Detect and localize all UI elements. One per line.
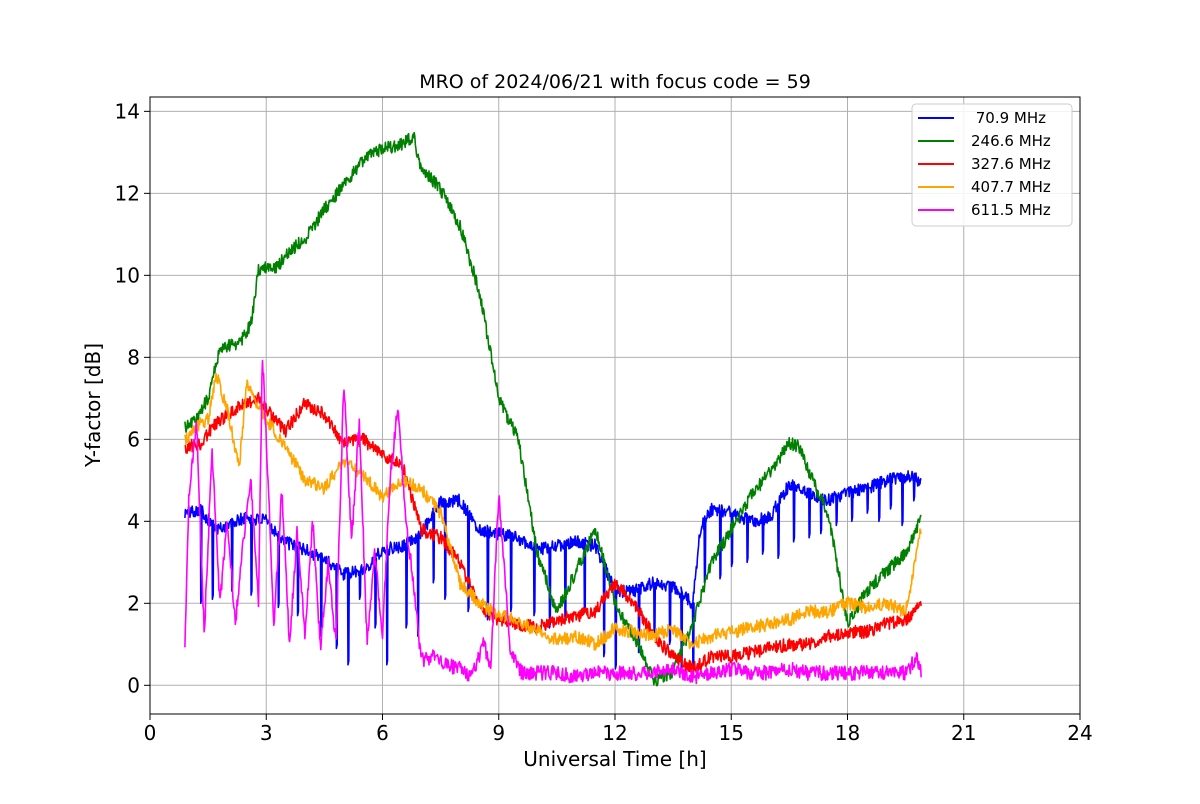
y-tick-label: 12 (115, 181, 140, 205)
series-line (184, 470, 922, 670)
y-tick-label: 6 (127, 427, 140, 451)
plot-frame (149, 96, 1081, 715)
plot-area (184, 131, 922, 687)
series-line (184, 359, 922, 685)
x-tick-label: 3 (260, 721, 273, 745)
series-line (184, 131, 922, 687)
x-tick-label: 21 (951, 721, 976, 745)
legend-label: 246.6 MHz (971, 132, 1051, 150)
y-tick-label: 10 (115, 263, 140, 287)
x-axis-label: Universal Time [h] (523, 747, 706, 771)
x-tick-label: 15 (719, 721, 744, 745)
x-tick-label: 24 (1067, 721, 1092, 745)
legend-label: 611.5 MHz (971, 201, 1051, 219)
legend-label: 327.6 MHz (971, 155, 1051, 173)
y-tick-label: 4 (127, 509, 140, 533)
y-axis-label: Y-factor [dB] (81, 343, 105, 468)
legend-label: 70.9 MHz (971, 109, 1046, 127)
legend-box (911, 103, 1073, 227)
x-tick-label: 0 (144, 721, 157, 745)
legend-label: 407.7 MHz (971, 178, 1051, 196)
y-tick-label: 0 (127, 673, 140, 697)
chart-title: MRO of 2024/06/21 with focus code = 59 (419, 71, 811, 93)
x-tick-label: 18 (835, 721, 860, 745)
series-line (184, 391, 922, 675)
x-tick-label: 12 (602, 721, 627, 745)
x-tick-label: 9 (492, 721, 505, 745)
y-tick-label: 8 (127, 345, 140, 369)
y-tick-label: 2 (127, 591, 140, 615)
series-line (184, 372, 922, 651)
y-tick-label: 14 (115, 99, 140, 123)
legend: 70.9 MHz 246.6 MHz 327.6 MHz 407.7 MHz 611.5… (911, 103, 1073, 227)
x-tick-label: 6 (376, 721, 389, 745)
